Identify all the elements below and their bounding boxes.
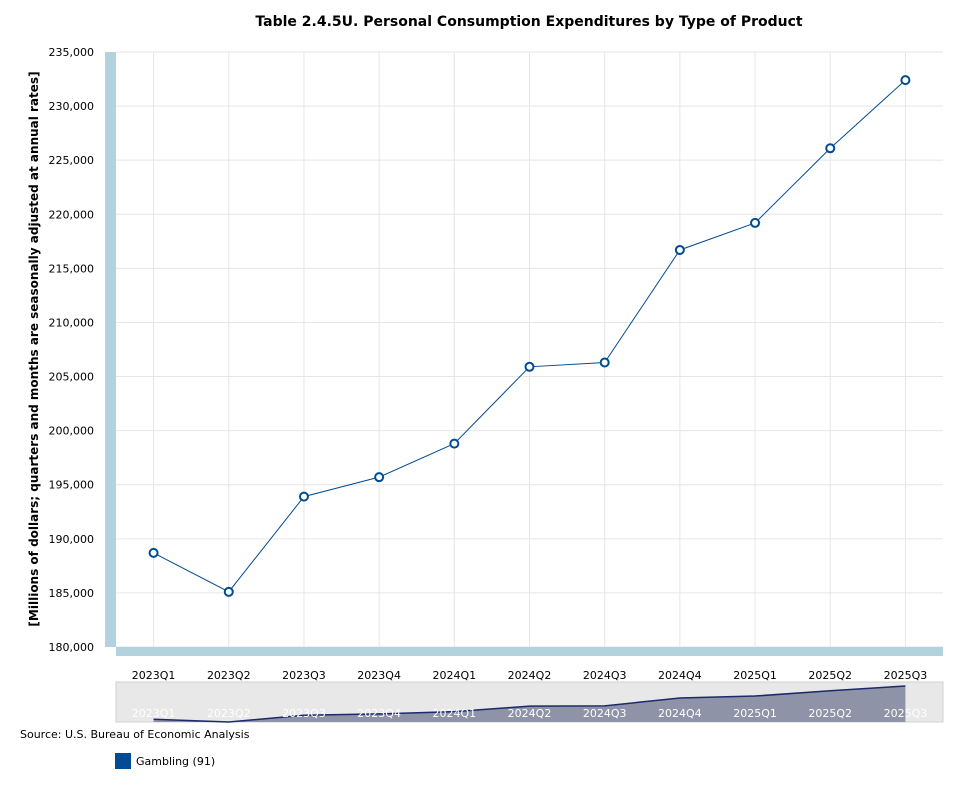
x-tick-label: 2024Q3	[583, 669, 627, 682]
navigator-label: 2023Q4	[357, 707, 401, 720]
y-axis-band	[105, 52, 116, 647]
y-tick-label: 195,000	[49, 479, 95, 492]
x-tick-label: 2025Q2	[808, 669, 852, 682]
x-tick-label: 2023Q3	[282, 669, 326, 682]
y-tick-label: 205,000	[49, 371, 95, 384]
navigator-label: 2025Q2	[808, 707, 852, 720]
data-point[interactable]	[900, 75, 911, 86]
y-tick-label: 180,000	[49, 641, 95, 654]
legend-swatch	[115, 753, 131, 769]
y-tick-label: 230,000	[49, 100, 95, 113]
x-tick-label: 2024Q1	[432, 669, 476, 682]
x-tick-label: 2024Q4	[658, 669, 702, 682]
data-point[interactable]	[449, 438, 460, 449]
data-point[interactable]	[374, 472, 385, 483]
x-tick-label: 2023Q1	[132, 669, 176, 682]
x-tick-label: 2023Q4	[357, 669, 401, 682]
y-axis-title: [Millions of dollars; quarters and month…	[27, 71, 41, 626]
x-tick-label: 2023Q2	[207, 669, 251, 682]
legend[interactable]: Gambling (91)	[115, 753, 215, 769]
y-tick-label: 185,000	[49, 587, 95, 600]
x-tick-label: 2025Q1	[733, 669, 777, 682]
data-point[interactable]	[674, 244, 685, 255]
navigator-label: 2024Q2	[508, 707, 552, 720]
source-note: Source: U.S. Bureau of Economic Analysis	[20, 728, 250, 741]
navigator-label: 2024Q4	[658, 707, 702, 720]
data-points[interactable]	[148, 75, 911, 597]
x-axis-band	[116, 647, 943, 656]
chart-title: Table 2.4.5U. Personal Consumption Expen…	[255, 14, 802, 30]
x-tick-labels: 2023Q1 2023Q2 2023Q3 2023Q4 2024Q1 2024Q2 2024…	[132, 669, 927, 682]
y-tick-label: 220,000	[49, 208, 95, 221]
y-tick-labels: 180,000 185,000 190,000 195,000 200,000 205,0…	[49, 46, 95, 654]
data-point[interactable]	[524, 361, 535, 372]
data-point[interactable]	[298, 491, 309, 502]
legend-label[interactable]: Gambling (91)	[136, 754, 216, 768]
y-tick-label: 210,000	[49, 316, 95, 329]
x-tick-label: 2025Q3	[884, 669, 928, 682]
y-tick-label: 200,000	[49, 425, 95, 438]
axes	[105, 52, 943, 656]
data-point[interactable]	[223, 586, 234, 597]
data-point[interactable]	[148, 547, 159, 558]
navigator-label: 2023Q2	[207, 707, 251, 720]
navigator-label: 2024Q3	[583, 707, 627, 720]
x-tick-label: 2024Q2	[508, 669, 552, 682]
navigator-area	[153, 686, 906, 722]
navigator-label: 2023Q3	[282, 707, 326, 720]
navigator-label: 2024Q1	[432, 707, 476, 720]
navigator-label: 2025Q1	[733, 707, 777, 720]
y-tick-label: 215,000	[49, 262, 95, 275]
range-navigator[interactable]: 2023Q1 2023Q2 2023Q3 2023Q4 2024Q1 2024Q2 2024…	[115, 681, 944, 723]
y-tick-label: 235,000	[49, 46, 95, 59]
gridlines	[116, 51, 943, 648]
navigator-line	[153, 685, 906, 723]
navigator-label: 2023Q1	[132, 707, 176, 720]
data-point[interactable]	[825, 143, 836, 154]
y-tick-label: 190,000	[49, 533, 95, 546]
data-point[interactable]	[750, 217, 761, 228]
navigator-label: 2025Q3	[884, 707, 928, 720]
y-tick-label: 225,000	[49, 154, 95, 167]
data-point[interactable]	[599, 357, 610, 368]
